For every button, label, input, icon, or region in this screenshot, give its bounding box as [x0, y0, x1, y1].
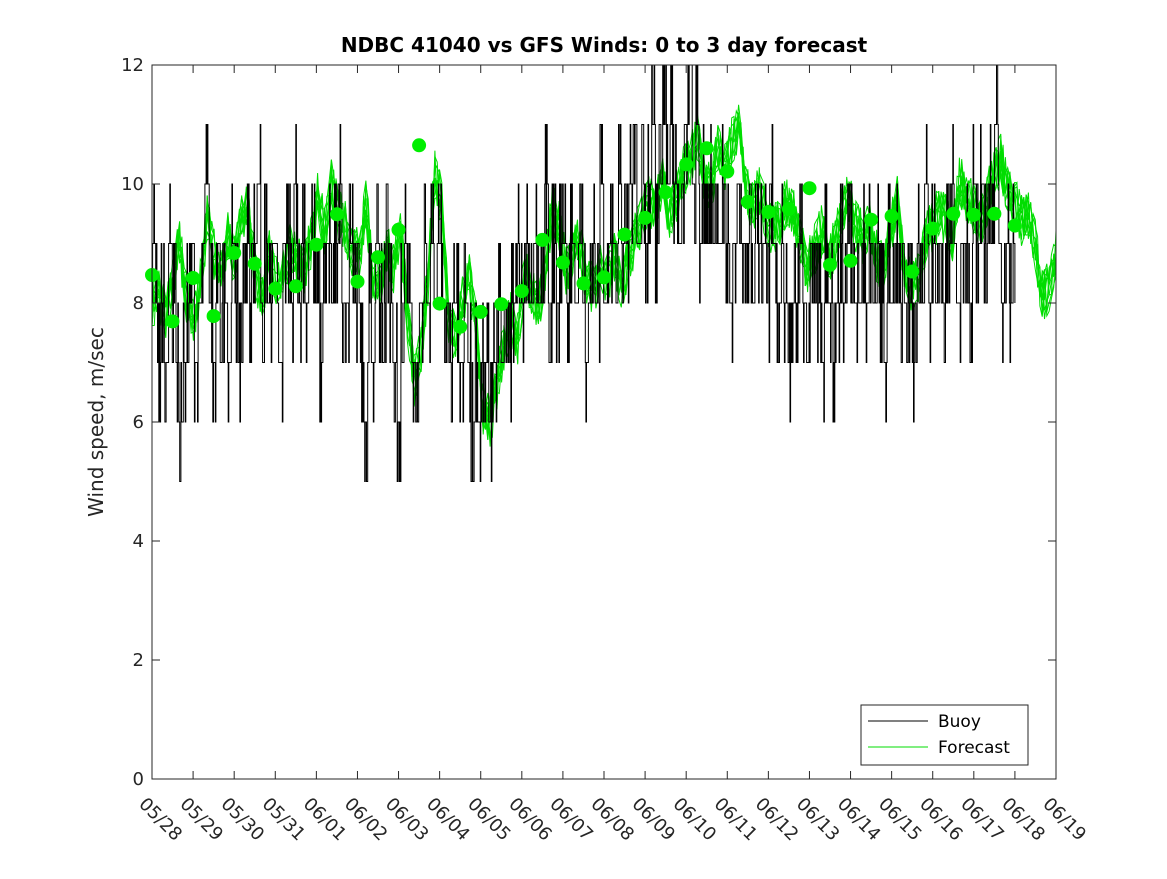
forecast-point	[658, 185, 673, 200]
y-tick-label: 4	[133, 531, 144, 552]
forecast-point	[946, 206, 961, 221]
forecast-point	[329, 207, 344, 222]
y-tick-label: 10	[121, 174, 144, 195]
legend-forecast-label: Forecast	[938, 738, 1010, 758]
y-tick-label: 8	[133, 293, 144, 314]
forecast-point	[1007, 218, 1022, 233]
forecast-point	[514, 284, 529, 299]
forecast-point	[864, 212, 879, 227]
forecast-point	[247, 256, 262, 271]
forecast-point	[288, 279, 303, 294]
forecast-point	[494, 297, 509, 312]
forecast-point	[925, 221, 940, 236]
y-tick-label: 6	[133, 412, 144, 433]
forecast-point	[227, 246, 242, 260]
forecast-point	[350, 274, 365, 289]
plot-area	[152, 65, 1056, 779]
forecast-point	[740, 194, 755, 209]
forecast-point	[535, 232, 550, 247]
y-axis-label: Wind speed, m/sec	[84, 327, 108, 517]
forecast-point	[802, 181, 817, 196]
forecast-point	[987, 206, 1002, 221]
forecast-point	[823, 257, 837, 272]
forecast-point	[966, 207, 981, 222]
forecast-point	[720, 164, 735, 179]
forecast-point	[781, 202, 796, 216]
forecast-point	[453, 319, 468, 334]
y-tick-label: 2	[133, 650, 144, 671]
forecast-point	[412, 138, 427, 153]
forecast-point	[309, 237, 324, 252]
forecast-point	[371, 250, 385, 265]
forecast-point	[473, 304, 488, 319]
y-axis-ticks: 0 2 4 6 8 10 12	[121, 55, 1056, 790]
forecast-point	[905, 264, 920, 279]
y-tick-label: 0	[133, 769, 144, 790]
forecast-point	[617, 227, 632, 242]
forecast-point	[597, 270, 611, 285]
forecast-point	[391, 222, 406, 237]
forecast-point	[699, 141, 714, 156]
forecast-point	[165, 314, 180, 329]
forecast-point	[761, 205, 776, 219]
forecast-point	[186, 271, 201, 285]
forecast-point	[884, 209, 899, 224]
forecast-point	[555, 255, 570, 270]
buoy-series	[152, 64, 1016, 482]
forecast-markers	[145, 138, 1022, 334]
forecast-point	[843, 253, 858, 268]
legend: Buoy Forecast	[860, 704, 1029, 766]
forecast-point	[638, 210, 653, 225]
buoy-line	[152, 64, 1016, 482]
forecast-point	[432, 296, 447, 311]
y-tick-label: 12	[121, 55, 144, 76]
forecast-point	[679, 157, 694, 172]
forecast-point	[206, 309, 221, 324]
forecast-point	[268, 281, 283, 296]
chart-title: NDBC 41040 vs GFS Winds: 0 to 3 day fore…	[341, 33, 868, 57]
legend-box	[860, 704, 1029, 766]
legend-buoy-label: Buoy	[938, 712, 981, 732]
forecast-point	[576, 276, 591, 291]
